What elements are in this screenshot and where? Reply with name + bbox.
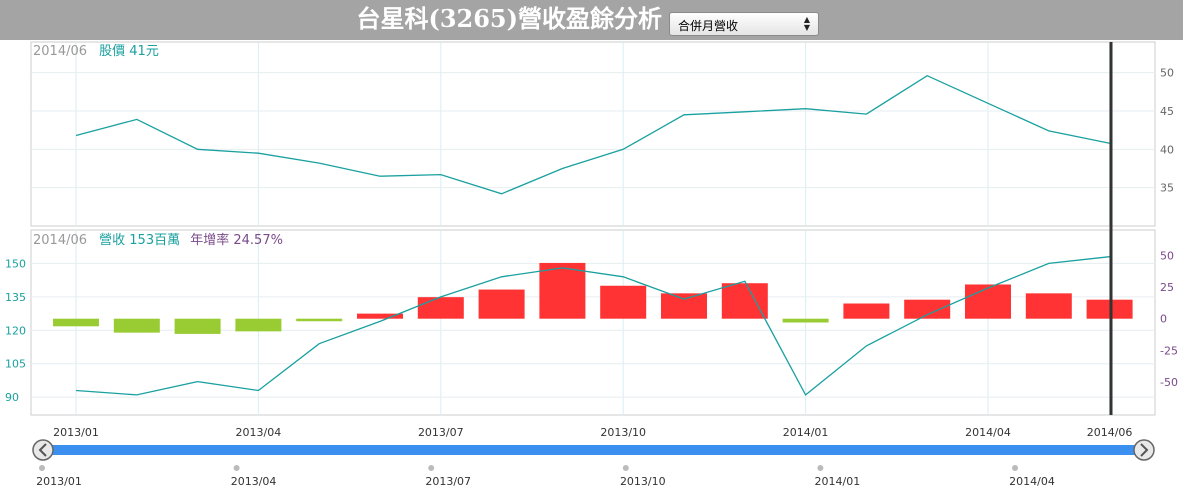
revenue-left-tick-label: 150 bbox=[5, 257, 26, 270]
yoy-bar bbox=[843, 303, 890, 319]
revenue-left-tick-label: 120 bbox=[5, 324, 26, 337]
price-tick-label: 45 bbox=[1160, 105, 1174, 118]
navigator-label: 2013/07 bbox=[425, 475, 471, 488]
navigator-dot bbox=[428, 465, 435, 471]
x-tick-label: 2014/01 bbox=[783, 426, 829, 439]
chart-area: 2013/01 2013/04 2013/07 2013/10 2014/01 2014/… bbox=[5, 41, 1178, 488]
x-tick-label: 2013/01 bbox=[53, 426, 99, 439]
revenue-panel-frame bbox=[30, 229, 1156, 416]
yoy-bar bbox=[721, 283, 768, 319]
yoy-legend-label: 年增率 24.57% bbox=[190, 232, 283, 248]
series-lines bbox=[75, 74, 1110, 396]
revenue-line bbox=[75, 256, 1110, 396]
yoy-bar bbox=[174, 318, 221, 334]
yoy-bar bbox=[113, 318, 160, 333]
revenue-legend: 2014/06 營收 153百萬 年增率 24.57% bbox=[33, 232, 283, 248]
chevron-left-icon bbox=[38, 443, 47, 457]
price-tick-label: 50 bbox=[1160, 67, 1174, 80]
navigator-right-handle[interactable] bbox=[1133, 439, 1155, 461]
yoy-right-tick-label: 25 bbox=[1160, 281, 1174, 294]
yoy-bar bbox=[600, 285, 647, 319]
yoy-bar bbox=[417, 297, 464, 319]
yoy-bar bbox=[965, 284, 1011, 319]
navigator-label: 2014/01 bbox=[815, 475, 861, 488]
revenue-legend-period: 2014/06 bbox=[33, 233, 87, 248]
revenue-legend-label: 營收 153百萬 bbox=[99, 233, 180, 248]
navigator-label: 2013/01 bbox=[36, 475, 82, 488]
price-legend: 2014/06 股價 41元 bbox=[33, 44, 159, 59]
yoy-right-tick-label: -25 bbox=[1160, 344, 1178, 357]
yoy-bar bbox=[782, 318, 829, 323]
navigator-label: 2013/10 bbox=[620, 475, 666, 488]
title-bar: 台星科(3265)營收盈餘分析 合併月營收 ▲ ▼ bbox=[0, 0, 1183, 40]
yoy-bar bbox=[478, 289, 525, 319]
axis-labels: 2013/01 2013/04 2013/07 2013/10 2014/01 2014/… bbox=[5, 67, 1178, 439]
navigator-left-handle[interactable] bbox=[32, 439, 54, 461]
yoy-bar bbox=[661, 293, 707, 319]
grid bbox=[31, 42, 1155, 415]
chevron-right-icon bbox=[1140, 443, 1149, 457]
price-tick-label: 40 bbox=[1160, 143, 1174, 156]
x-tick-label: 2013/10 bbox=[600, 426, 646, 439]
revenue-left-tick-label: 135 bbox=[5, 291, 26, 304]
yoy-bar bbox=[1025, 293, 1072, 319]
x-tick-label: 2014/04 bbox=[965, 426, 1011, 439]
navigator-range-bar[interactable] bbox=[40, 445, 1143, 455]
price-line bbox=[75, 74, 1110, 195]
yoy-bar bbox=[296, 318, 343, 322]
navigator-label: 2014/04 bbox=[1009, 475, 1055, 488]
yoy-bar bbox=[53, 318, 99, 327]
updown-arrows-icon: ▲ ▼ bbox=[803, 15, 810, 32]
navigator-labels: 2013/01 2013/04 2013/07 2013/10 2014/01 2014/… bbox=[36, 465, 1055, 488]
x-tick-label: 2013/07 bbox=[418, 426, 464, 439]
navigator-label: 2013/04 bbox=[231, 475, 277, 488]
navigator-dot bbox=[1012, 465, 1018, 471]
yoy-right-tick-label: 0 bbox=[1160, 313, 1167, 326]
price-legend-period: 2014/06 bbox=[33, 44, 87, 59]
x-tick-label: 2014/06 bbox=[1087, 426, 1133, 439]
yoy-bar bbox=[904, 299, 951, 319]
price-panel-frame bbox=[30, 41, 1156, 227]
price-tick-label: 35 bbox=[1160, 182, 1174, 195]
yoy-bar bbox=[539, 262, 586, 319]
yoy-bar bbox=[357, 313, 403, 319]
yoy-bars bbox=[53, 262, 1133, 334]
report-type-value: 合併月營收 bbox=[678, 19, 739, 33]
yoy-right-tick-label: 50 bbox=[1160, 249, 1174, 262]
revenue-left-tick-label: 105 bbox=[5, 358, 26, 371]
navigator-dot bbox=[622, 465, 629, 471]
revenue-left-tick-label: 90 bbox=[5, 391, 19, 404]
navigator-dot bbox=[39, 465, 45, 471]
navigator-dot bbox=[817, 465, 824, 471]
yoy-right-tick-label: -50 bbox=[1160, 376, 1178, 389]
report-type-select[interactable]: 合併月營收 ▲ ▼ bbox=[669, 12, 819, 36]
price-legend-label: 股價 41元 bbox=[99, 44, 159, 59]
yoy-bar bbox=[235, 318, 282, 332]
page-title: 台星科(3265)營收盈餘分析 bbox=[356, 4, 662, 33]
navigator-dot bbox=[233, 465, 240, 471]
x-tick-label: 2013/04 bbox=[236, 426, 282, 439]
